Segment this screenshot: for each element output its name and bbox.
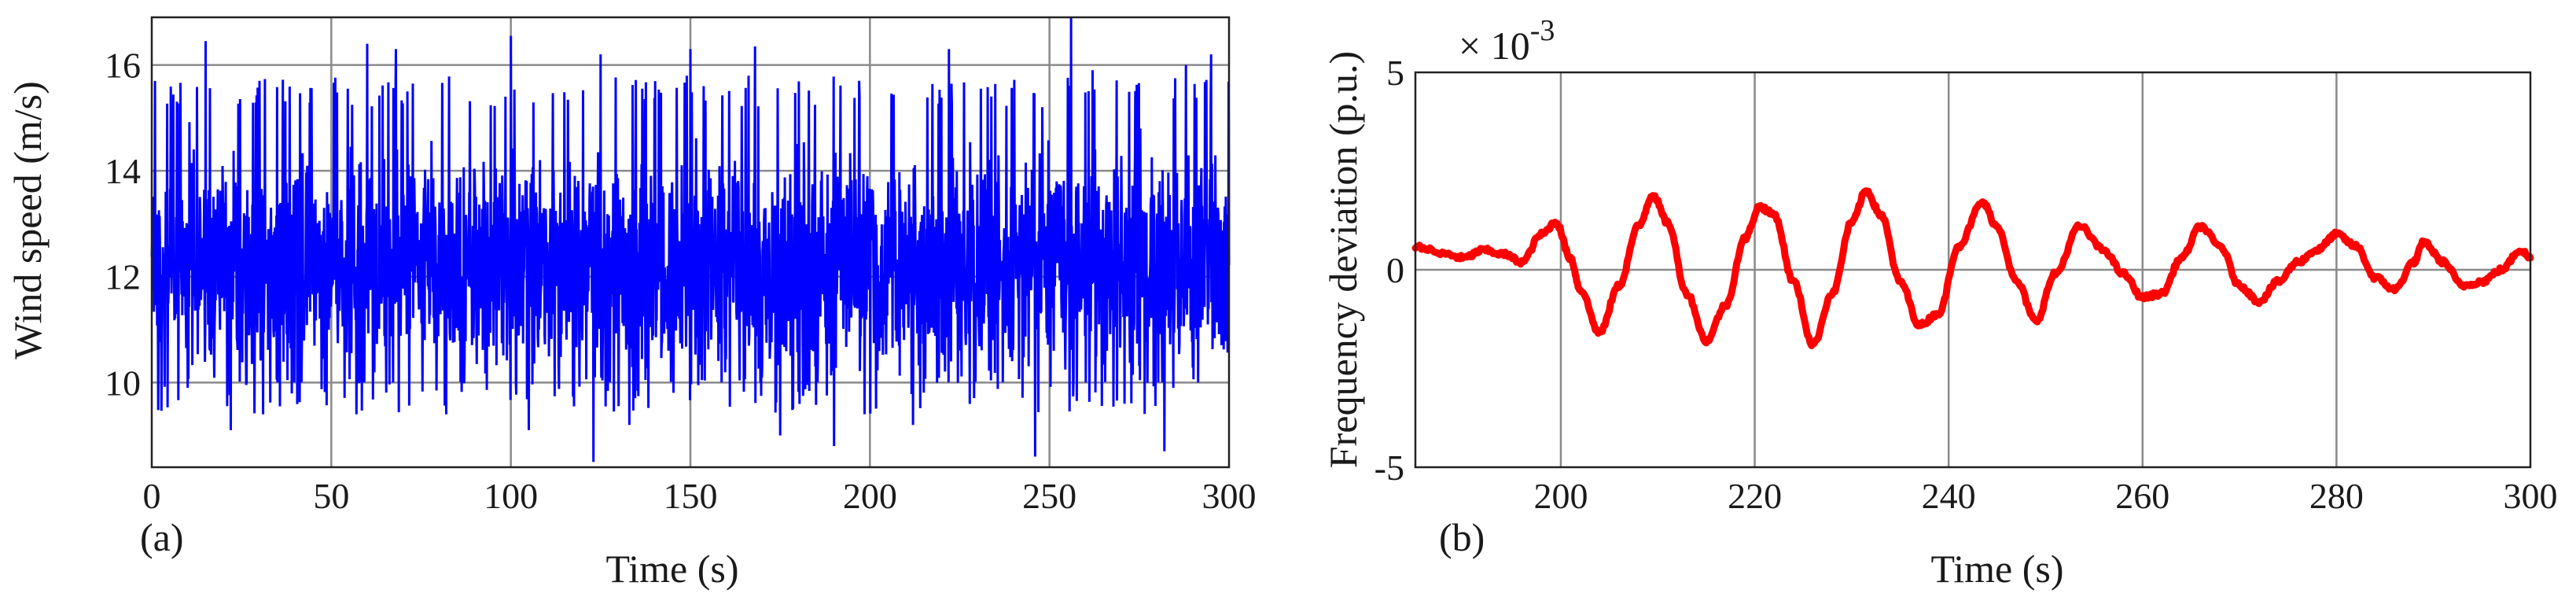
chart-a-series-line: [150, 17, 1231, 462]
chart-a-x-tick-label: 100: [484, 476, 538, 516]
chart-a-y-tick-label: 12: [105, 257, 141, 297]
chart-b-y-tick-label: 0: [1386, 250, 1404, 290]
chart-b-plot-frame: [1414, 71, 2532, 469]
chart-b-x-axis-label: Time (s): [1930, 547, 2063, 591]
chart-b-exponent-power: -3: [1530, 14, 1555, 47]
chart-b-x-tick-label: 260: [2115, 476, 2169, 516]
chart-b-y-ticks: -5 0 5: [1374, 53, 1404, 488]
chart-a-x-tick-label: 0: [143, 476, 161, 516]
chart-b-exponent-base: × 10: [1459, 24, 1530, 68]
chart-b-exponent-label: × 10-3: [1459, 14, 1555, 68]
chart-b-x-ticks: 200 220 240 260 280 300: [1533, 476, 2557, 516]
chart-a-y-tick-label: 10: [105, 363, 141, 403]
chart-a-x-tick-label: 150: [664, 476, 718, 516]
chart-b-x-tick-label: 200: [1533, 476, 1588, 516]
chart-a-y-tick-label: 16: [105, 46, 141, 86]
chart-a-wind-speed: 0 50 100 150 200 250 300 10 12 14 16 Time (s) Win…: [6, 16, 1257, 591]
chart-b-y-tick-label: 5: [1386, 53, 1404, 93]
chart-b-grid: [1415, 72, 2530, 467]
chart-b-frequency-deviation: 200 220 240 260 280 300 -5 0 5 Time (s) Frequen…: [1321, 14, 2558, 591]
chart-b-series-line: [1411, 187, 2534, 349]
chart-a-y-tick-label: 14: [105, 151, 141, 191]
chart-a-panel-label: (a): [140, 515, 184, 559]
chart-b-x-tick-label: 300: [2504, 476, 2558, 516]
chart-a-y-ticks: 10 12 14 16: [105, 46, 141, 404]
chart-a-x-tick-label: 50: [313, 476, 349, 516]
chart-a-y-axis-label: Wind speed (m/s): [6, 81, 50, 359]
chart-a-plot-frame: [150, 16, 1231, 469]
chart-b-x-tick-label: 220: [1728, 476, 1782, 516]
chart-a-x-tick-label: 250: [1022, 476, 1076, 516]
chart-b-series: [1411, 187, 2534, 349]
chart-b-panel-label: (b): [1439, 515, 1485, 559]
chart-b-x-tick-label: 280: [2309, 476, 2364, 516]
chart-a-series: [150, 17, 1231, 462]
chart-a-x-ticks: 0 50 100 150 200 250 300: [143, 476, 1257, 516]
chart-a-x-axis-label: Time (s): [605, 547, 738, 591]
chart-b-y-tick-label: -5: [1374, 448, 1404, 488]
chart-a-x-tick-label: 300: [1202, 476, 1257, 516]
chart-b-y-axis-label: Frequency deviation (p.u.): [1321, 51, 1365, 468]
chart-a-x-tick-label: 200: [843, 476, 897, 516]
chart-b-x-tick-label: 240: [1922, 476, 1976, 516]
